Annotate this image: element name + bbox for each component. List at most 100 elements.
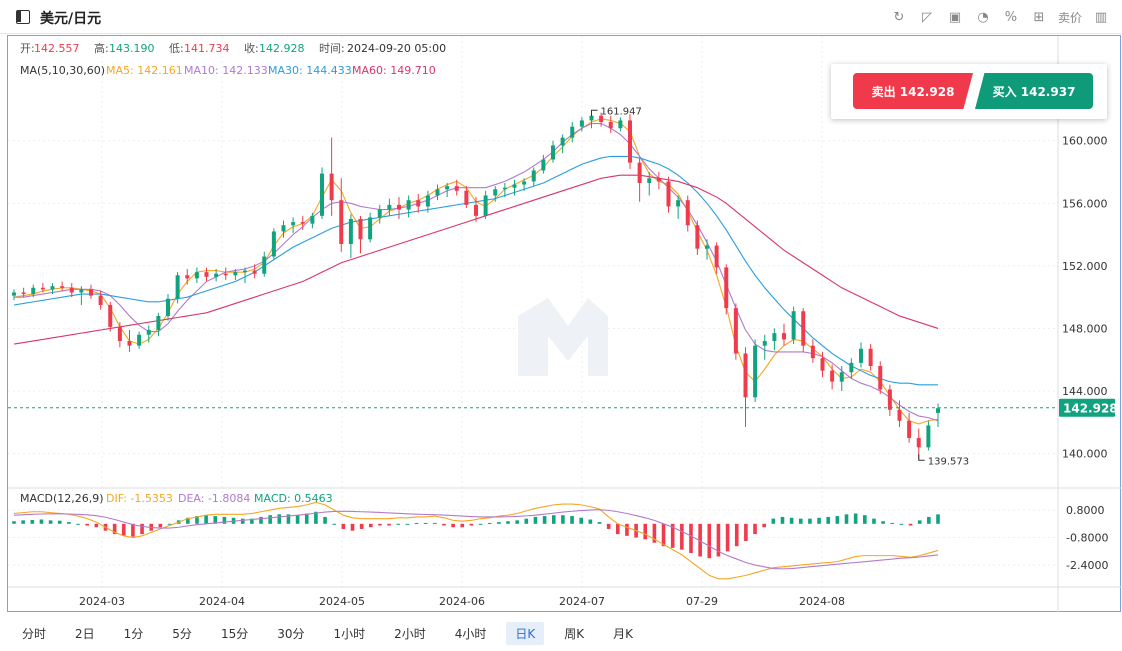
macd-bar bbox=[762, 523, 766, 528]
chart-area[interactable]: 160.000 156.000 152.000 148.000 144.000 140.0… bbox=[7, 35, 1122, 613]
macd-tick-label: -0.8000 bbox=[1066, 532, 1108, 545]
ohlc-text-5: 141.734 bbox=[184, 42, 230, 55]
period-tab-10[interactable]: 周K bbox=[564, 626, 585, 641]
period-tab-6[interactable]: 1小时 bbox=[333, 626, 366, 641]
macd-bar bbox=[76, 523, 80, 525]
candle-body bbox=[233, 272, 238, 276]
macd-bar bbox=[707, 523, 712, 559]
candle-body bbox=[291, 222, 296, 226]
macd-bar bbox=[213, 516, 218, 524]
candle-body bbox=[791, 311, 796, 340]
candle-body bbox=[445, 186, 450, 190]
macd-bar bbox=[817, 517, 821, 524]
candle-body bbox=[214, 273, 219, 277]
candle-body bbox=[830, 370, 835, 382]
macd-bar bbox=[689, 523, 693, 554]
macd-bar bbox=[250, 518, 254, 524]
macd-bar bbox=[167, 523, 172, 525]
dea-legend: DEA: -1.8084 bbox=[178, 492, 250, 505]
x-tick-label: 2024-06 bbox=[439, 595, 485, 608]
macd-bar bbox=[798, 518, 803, 524]
candle-body bbox=[271, 231, 276, 257]
macd-bar bbox=[625, 523, 629, 536]
candle-body bbox=[666, 181, 671, 207]
macd-bar bbox=[268, 515, 272, 524]
macd-bar bbox=[872, 518, 876, 524]
chart-canvas[interactable]: 160.000 156.000 152.000 148.000 144.000 140.0… bbox=[8, 36, 1122, 613]
macd-bar bbox=[789, 517, 794, 524]
candle-body bbox=[714, 245, 719, 268]
candle-body bbox=[887, 389, 892, 410]
sell-price-toggle[interactable]: 卖价 bbox=[1057, 10, 1082, 25]
ma60-legend: MA60: 149.710 bbox=[352, 64, 436, 77]
candle-body bbox=[397, 204, 401, 210]
candle-body bbox=[377, 209, 382, 218]
candle-body bbox=[12, 292, 16, 296]
candle-body bbox=[223, 273, 228, 276]
macd-bar bbox=[908, 523, 913, 526]
period-tab-1[interactable]: 2日 bbox=[75, 626, 95, 641]
period-tab-4[interactable]: 15分 bbox=[220, 626, 249, 641]
period-tab-0[interactable]: 分时 bbox=[22, 626, 47, 641]
candle-body bbox=[493, 189, 498, 196]
candle-body bbox=[310, 215, 315, 224]
candle-body bbox=[733, 308, 738, 354]
period-tab-8[interactable]: 4小时 bbox=[454, 626, 487, 641]
candle-body bbox=[156, 315, 161, 331]
candle-body bbox=[454, 186, 459, 191]
macd-bar bbox=[414, 522, 419, 524]
period-tab-11[interactable]: 月K bbox=[613, 626, 634, 641]
macd-bar bbox=[808, 518, 812, 524]
macd-bar bbox=[423, 522, 428, 524]
buy-button[interactable]: 买入 142.937 bbox=[975, 73, 1093, 109]
macd-bar bbox=[487, 522, 492, 524]
macd-bar bbox=[853, 513, 858, 524]
period-tab-5[interactable]: 30分 bbox=[277, 626, 305, 641]
macd-bar bbox=[277, 514, 282, 524]
candle-body bbox=[878, 365, 883, 390]
macd-bar bbox=[680, 523, 684, 550]
x-tick-label: 2024-08 bbox=[799, 595, 845, 608]
candle-body bbox=[570, 126, 575, 138]
period-tab-9[interactable]: 日K bbox=[506, 621, 545, 645]
y-tick-label: 152.000 bbox=[1062, 260, 1108, 273]
logo-watermark bbox=[518, 298, 608, 376]
ohlc-text-7: 142.928 bbox=[259, 42, 305, 55]
grid-icon[interactable]: ⊞ bbox=[1033, 9, 1045, 25]
macd-bar bbox=[314, 511, 318, 524]
macd-bar bbox=[835, 516, 840, 524]
dea-line bbox=[13, 509, 939, 570]
current-price-label: 142.928 bbox=[1063, 401, 1118, 415]
candle-body bbox=[117, 326, 122, 341]
sidebar-toggle-icon[interactable] bbox=[16, 10, 30, 24]
drawing-icon[interactable]: ◸ bbox=[921, 9, 932, 25]
y-tick-label: 144.000 bbox=[1062, 385, 1108, 398]
candle-body bbox=[753, 345, 758, 398]
macd-bar bbox=[561, 515, 565, 524]
sell-button[interactable]: 卖出 142.928 bbox=[853, 73, 973, 109]
period-tab-3[interactable]: 5分 bbox=[172, 626, 192, 641]
candle-body bbox=[705, 245, 709, 249]
macd-bar bbox=[451, 523, 455, 528]
candle-body bbox=[406, 200, 411, 210]
macd-bar bbox=[323, 516, 327, 524]
period-tab-7[interactable]: 2小时 bbox=[394, 626, 426, 641]
candle-body bbox=[502, 187, 507, 190]
macd-bar bbox=[497, 522, 501, 524]
candle-body bbox=[608, 121, 613, 129]
indicator-icon[interactable]: ▣ bbox=[948, 9, 962, 25]
percent-icon[interactable]: % bbox=[1004, 9, 1018, 25]
panel-toggle-icon[interactable]: ▥ bbox=[1094, 9, 1108, 25]
macd-tick-label: -2.4000 bbox=[1066, 559, 1108, 572]
pie-icon[interactable]: ◔ bbox=[977, 9, 989, 25]
refresh-icon[interactable]: ↻ bbox=[893, 9, 905, 25]
candle-body bbox=[79, 289, 84, 293]
candle-body bbox=[936, 408, 940, 413]
candle-body bbox=[839, 372, 844, 382]
candle-body bbox=[810, 345, 815, 359]
ohlc-text-1: 142.557 bbox=[34, 42, 80, 55]
macd-bar bbox=[753, 523, 757, 535]
macd-bar bbox=[12, 521, 16, 524]
current-price-tag bbox=[1059, 398, 1115, 417]
period-tab-2[interactable]: 1分 bbox=[123, 626, 144, 641]
